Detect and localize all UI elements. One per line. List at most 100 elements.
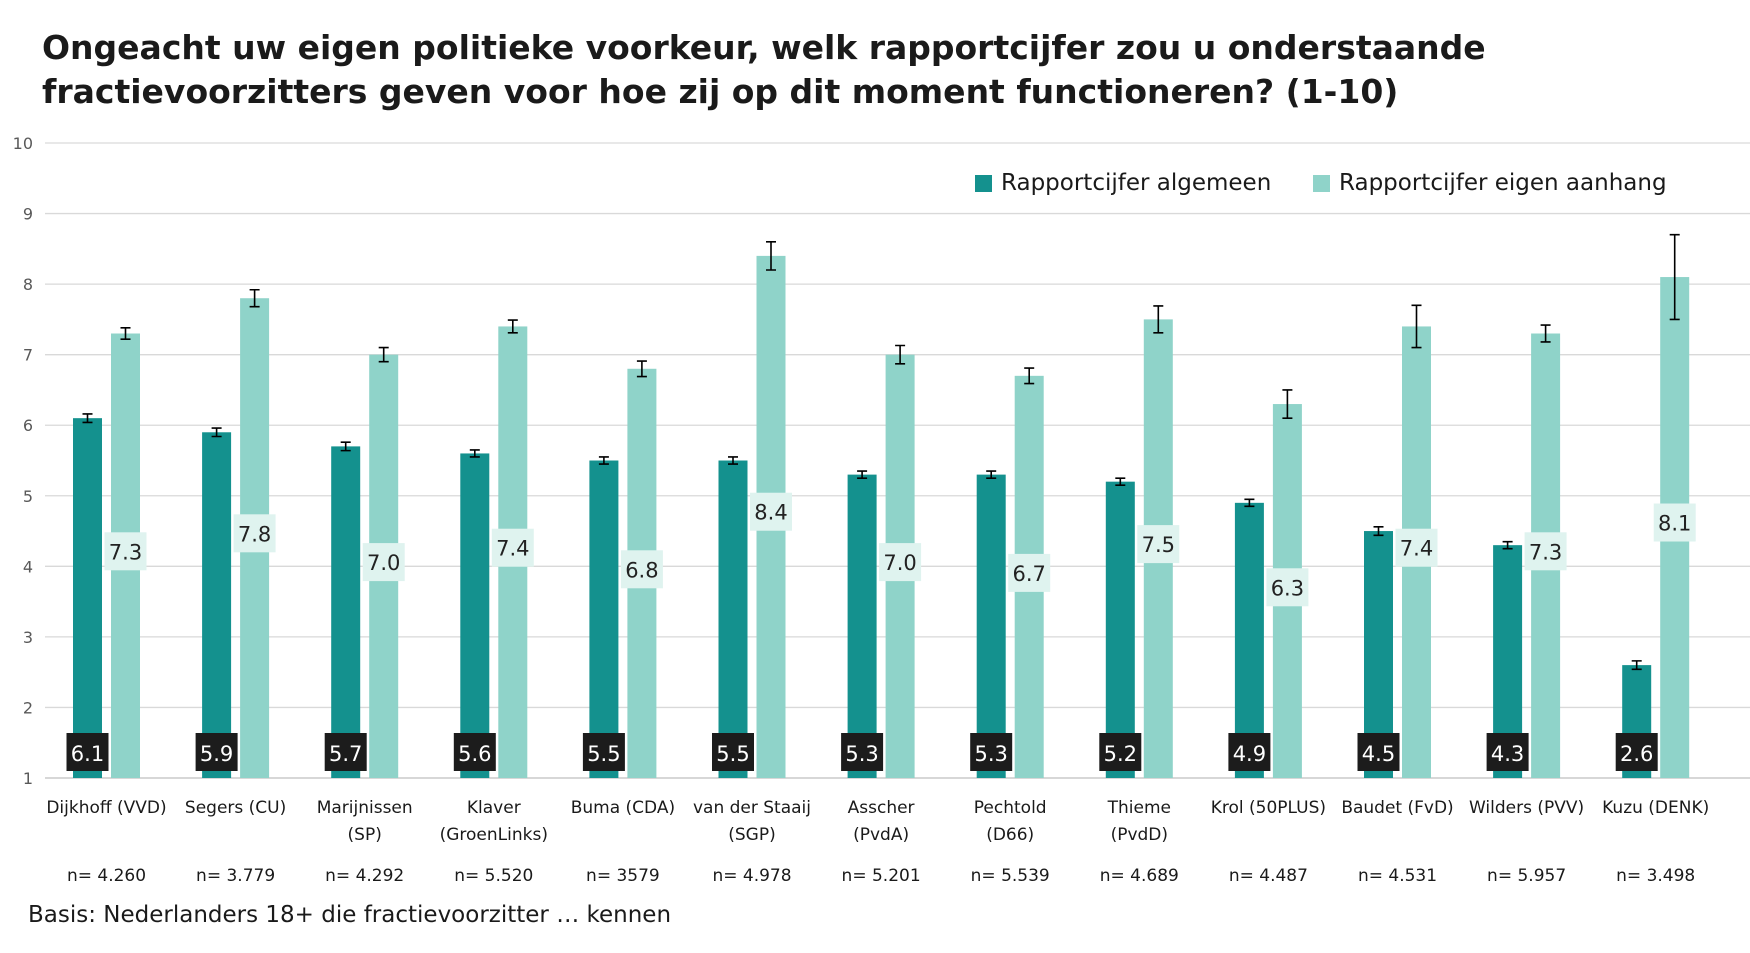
x-category-label: Thieme — [1107, 798, 1171, 818]
y-tick-label: 1 — [23, 769, 33, 788]
data-label-algemeen: 5.3 — [974, 742, 1007, 766]
data-label-box-eigen-aanhang — [104, 532, 147, 571]
data-label-box-eigen-aanhang — [1137, 525, 1180, 564]
footnote: Basis: Nederlanders 18+ die fractievoorz… — [28, 902, 672, 928]
data-label-eigen-aanhang: 6.7 — [1012, 562, 1045, 586]
error-bar-algemeen — [1631, 660, 1642, 671]
data-label-algemeen: 2.6 — [1620, 742, 1653, 766]
data-label-box-eigen-aanhang — [362, 543, 405, 582]
sample-size-label: n= 3.779 — [196, 866, 275, 886]
y-tick-label: 5 — [23, 487, 33, 506]
y-tick-label: 9 — [23, 205, 33, 224]
bar-algemeen — [73, 418, 102, 778]
data-label-box-algemeen — [841, 733, 884, 771]
data-label-eigen-aanhang: 7.4 — [496, 537, 529, 561]
sample-size-label: n= 5.201 — [842, 866, 921, 886]
sample-size-label: n= 4.260 — [67, 866, 146, 886]
error-bar-eigen-aanhang — [1153, 305, 1164, 334]
data-label-algemeen: 5.3 — [845, 742, 878, 766]
data-label-eigen-aanhang: 7.3 — [1529, 540, 1562, 564]
x-category-label: Klaver — [467, 798, 521, 818]
x-category-label: van der Staaij — [693, 798, 811, 818]
data-label-box-eigen-aanhang — [1653, 503, 1696, 542]
error-bar-eigen-aanhang — [1669, 233, 1680, 321]
chart-title: Ongeacht uw eigen politieke voorkeur, we… — [42, 28, 1486, 111]
data-label-box-eigen-aanhang — [1266, 568, 1309, 607]
error-bar-algemeen — [986, 470, 997, 479]
data-label-box-algemeen — [453, 733, 496, 771]
x-category-label: Segers (CU) — [185, 798, 286, 818]
bar-algemeen — [976, 474, 1006, 778]
x-category-label: Asscher — [848, 798, 915, 818]
error-bar-eigen-aanhang — [895, 344, 906, 365]
x-category-label: Kuzu (DENK) — [1602, 798, 1709, 818]
x-category-label: Buma (CDA) — [571, 798, 675, 818]
data-label-eigen-aanhang: 7.5 — [1142, 533, 1175, 557]
error-bar-algemeen — [857, 470, 868, 479]
error-bar-eigen-aanhang — [1411, 304, 1422, 349]
x-category-label: (PvdD) — [1111, 825, 1168, 845]
error-bar-eigen-aanhang — [766, 240, 776, 271]
data-label-algemeen: 5.7 — [329, 742, 362, 766]
error-bar-eigen-aanhang — [1024, 367, 1035, 385]
data-label-eigen-aanhang: 6.8 — [625, 558, 658, 582]
data-label-eigen-aanhang: 6.3 — [1271, 576, 1304, 600]
sample-size-label: n= 4.978 — [712, 866, 791, 886]
legend-item-eigen-aanhang: Rapportcijfer eigen aanhang — [1313, 170, 1667, 196]
sample-size-label: n= 3579 — [586, 866, 660, 886]
legend-swatch-algemeen — [975, 174, 992, 192]
data-label-algemeen: 4.9 — [1233, 742, 1266, 766]
y-tick-label: 4 — [23, 557, 33, 576]
y-tick-label: 8 — [23, 275, 33, 294]
error-bar-algemeen — [728, 456, 738, 465]
data-label-box-algemeen — [66, 733, 109, 771]
sample-size-label: n= 4.531 — [1358, 866, 1437, 886]
x-category-label: Dijkhoff (VVD) — [46, 798, 166, 818]
y-tick-label: 10 — [13, 134, 33, 153]
error-bar-algemeen — [340, 441, 351, 452]
data-label-algemeen: 5.5 — [587, 742, 620, 766]
sample-size-label: n= 5.539 — [971, 866, 1050, 886]
error-bar-algemeen — [469, 449, 480, 458]
sample-size-label: n= 4.689 — [1100, 866, 1179, 886]
x-category-label: (D66) — [986, 825, 1034, 845]
data-label-eigen-aanhang: 7.0 — [367, 551, 400, 575]
y-tick-label: 2 — [23, 698, 33, 717]
x-category-label: Marijnissen — [317, 798, 413, 818]
data-label-algemeen: 5.9 — [200, 742, 233, 766]
bar-algemeen — [718, 460, 748, 778]
error-bar-algemeen — [598, 456, 609, 465]
error-bar-algemeen — [1373, 526, 1384, 537]
x-category-label: (SGP) — [728, 825, 775, 845]
x-category-label: (SP) — [348, 825, 382, 845]
bar-algemeen — [589, 460, 619, 778]
x-category-label: Krol (50PLUS) — [1211, 798, 1326, 818]
error-bar-eigen-aanhang — [1282, 389, 1293, 419]
data-label-algemeen: 6.1 — [71, 742, 104, 766]
data-label-box-eigen-aanhang — [1524, 532, 1567, 571]
bar-algemeen — [1234, 502, 1264, 778]
data-label-box-eigen-aanhang — [233, 514, 276, 553]
error-bar-algemeen — [1502, 540, 1513, 550]
data-label-box-algemeen — [1099, 733, 1142, 771]
legend-label-algemeen: Rapportcijfer algemeen — [1001, 170, 1272, 196]
data-label-algemeen: 5.2 — [1104, 742, 1137, 766]
data-label-box-algemeen — [1357, 733, 1400, 771]
x-category-label: Pechtold — [974, 798, 1047, 818]
data-label-algemeen: 5.6 — [458, 742, 491, 766]
data-label-box-eigen-aanhang — [1008, 553, 1051, 592]
data-label-eigen-aanhang: 7.8 — [238, 522, 271, 546]
x-category-label: (PvdA) — [853, 825, 909, 845]
data-label-algemeen: 4.3 — [1491, 742, 1524, 766]
y-tick-label: 6 — [23, 416, 33, 435]
data-label-box-eigen-aanhang — [1395, 528, 1438, 567]
sample-size-label: n= 5.957 — [1487, 866, 1566, 886]
error-bar-algemeen — [211, 427, 222, 438]
data-label-eigen-aanhang: 7.4 — [1400, 537, 1433, 561]
x-category-label: Wilders (PVV) — [1469, 798, 1584, 818]
error-bar-eigen-aanhang — [249, 288, 260, 308]
y-tick-label: 7 — [23, 346, 33, 365]
sample-size-label: n= 4.292 — [325, 866, 404, 886]
data-label-box-algemeen — [582, 733, 625, 771]
